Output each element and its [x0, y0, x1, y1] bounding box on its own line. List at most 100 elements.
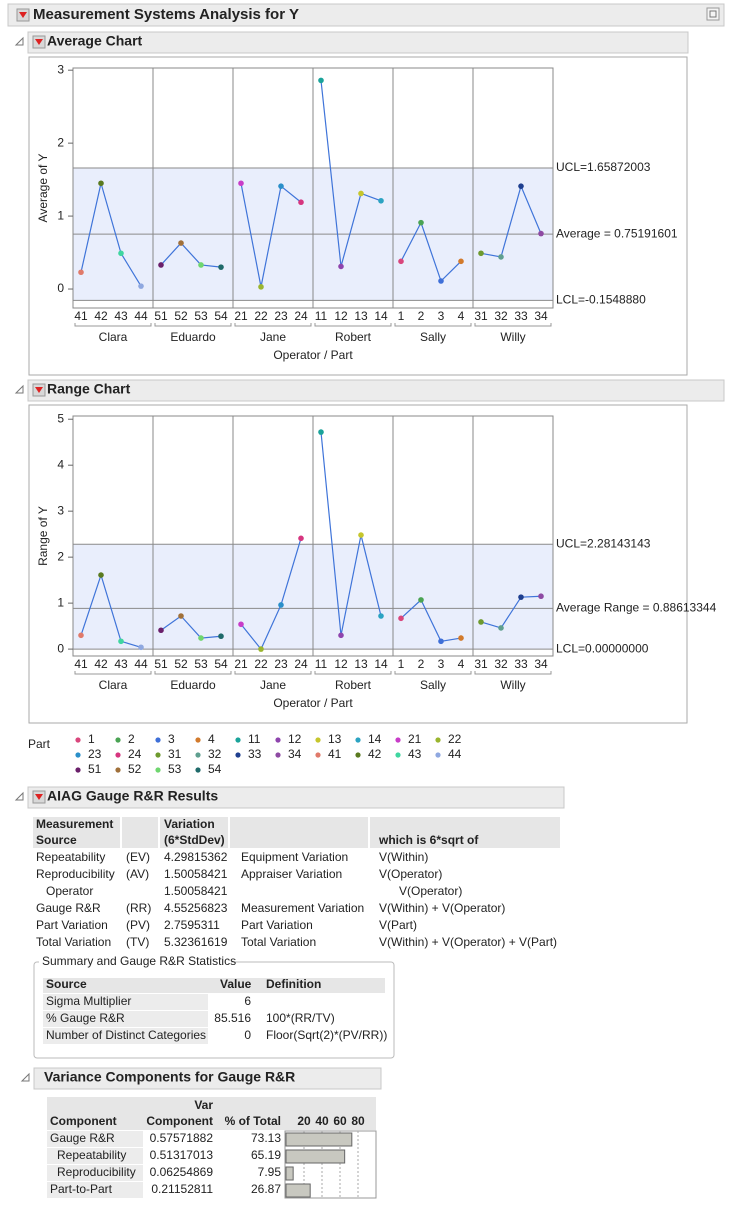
table-cell: V(Within)	[379, 850, 428, 864]
window-icon[interactable]	[706, 7, 720, 21]
x-tick-label: 20	[297, 1114, 311, 1128]
y-tick-label: 1	[57, 595, 64, 609]
disclosure-toggle[interactable]	[14, 384, 24, 394]
table-cell: V(Operator)	[399, 884, 462, 898]
column-header: Component	[146, 1114, 213, 1128]
data-point	[538, 593, 544, 600]
x-tick-label: 53	[194, 657, 208, 671]
data-point	[158, 262, 164, 268]
x-tick-label: 43	[114, 657, 128, 671]
column-header: Source	[36, 833, 77, 847]
group-bracket	[234, 323, 312, 327]
legend-marker	[235, 752, 241, 758]
data-point	[338, 263, 344, 270]
data-point	[278, 602, 284, 608]
limit-label: LCL=-0.1548880	[556, 293, 646, 307]
table-cell: 0.51317013	[150, 1148, 214, 1162]
group-bracket	[394, 323, 472, 327]
legend-label: 44	[448, 747, 462, 761]
x-tick-label: 24	[294, 309, 308, 323]
table-cell: Sigma Multiplier	[46, 994, 131, 1008]
legend-label: 34	[288, 747, 302, 761]
table-cell: (RR)	[126, 901, 151, 915]
table-cell: Measurement Variation	[241, 901, 364, 915]
legend-label: 41	[328, 747, 342, 761]
disclosure-toggle[interactable]	[14, 791, 24, 801]
legend-marker	[115, 767, 121, 773]
disclosure-toggle[interactable]	[20, 1072, 30, 1082]
table-cell: 1.50058421	[164, 884, 228, 898]
series-line	[480, 184, 542, 258]
disclosure-toggle[interactable]	[14, 36, 24, 46]
legend-label: 4	[208, 732, 215, 746]
data-point	[458, 258, 464, 265]
table-cell: Equipment Variation	[241, 850, 348, 864]
group-label: Jane	[260, 330, 286, 344]
legend-label: 22	[448, 732, 462, 746]
legend-label: 54	[208, 762, 222, 776]
x-tick-label: 34	[534, 309, 548, 323]
x-tick-label: 31	[474, 657, 488, 671]
x-tick-label: 42	[94, 657, 108, 671]
data-point	[258, 284, 264, 290]
table-cell: Gauge R&R	[36, 901, 101, 915]
data-point	[218, 633, 224, 640]
popup-button[interactable]	[16, 8, 30, 22]
limit-label: UCL=2.28143143	[556, 536, 651, 550]
legend-marker	[195, 752, 201, 758]
x-tick-label: 33	[514, 309, 528, 323]
y-axis-title: Average of Y	[36, 154, 50, 223]
x-tick-label: 12	[334, 657, 348, 671]
legend-title: Part	[28, 737, 51, 751]
table-cell: 7.95	[258, 1165, 282, 1179]
limit-label: Average Range = 0.88613344	[556, 601, 717, 615]
legend-marker	[355, 752, 361, 758]
data-point	[318, 429, 324, 435]
legend-label: 53	[168, 762, 182, 776]
legend-label: 12	[288, 732, 302, 746]
group-label: Willy	[500, 330, 525, 344]
x-tick-label: 42	[94, 309, 108, 323]
data-point	[218, 264, 224, 270]
section-header	[33, 1067, 382, 1090]
x-axis-title: Operator / Part	[273, 696, 353, 710]
legend-label: 31	[168, 747, 182, 761]
x-tick-label: 13	[354, 657, 368, 671]
y-tick-label: 4	[57, 457, 64, 471]
group-label: Sally	[420, 678, 446, 692]
legend-label: 11	[248, 732, 261, 746]
x-tick-label: 53	[194, 309, 208, 323]
data-point	[238, 621, 244, 628]
data-point	[358, 190, 364, 197]
x-tick-label: 43	[114, 309, 128, 323]
legend-marker	[195, 737, 201, 743]
column-header: Variation	[164, 817, 215, 831]
legend-marker	[315, 752, 321, 758]
data-point	[418, 219, 424, 226]
legend-marker	[75, 752, 81, 758]
x-tick-label: 52	[174, 657, 188, 671]
data-point	[98, 180, 104, 187]
x-tick-label: 1	[398, 309, 405, 323]
data-point	[438, 638, 444, 645]
legend-label: 51	[88, 762, 102, 776]
x-tick-label: 34	[534, 657, 548, 671]
x-tick-label: 60	[333, 1114, 347, 1128]
limit-label: UCL=1.65872003	[556, 160, 651, 174]
y-tick-label: 0	[57, 641, 64, 655]
column-header: Value	[220, 977, 252, 991]
table-cell: Total Variation	[36, 935, 111, 949]
table-cell: Operator	[46, 884, 93, 898]
data-point	[498, 254, 504, 260]
column-header: (6*StdDev)	[164, 833, 225, 847]
section-title: AIAG Gauge R&R Results	[47, 788, 218, 804]
table-cell: Appraiser Variation	[241, 867, 342, 881]
group-label: Clara	[99, 678, 128, 692]
legend-marker	[75, 737, 81, 743]
x-tick-label: 14	[374, 657, 388, 671]
main-title: Measurement Systems Analysis for Y	[33, 6, 299, 23]
row-label-bg	[43, 994, 208, 1010]
row-label-bg	[43, 1011, 208, 1027]
data-point	[398, 258, 404, 265]
data-point	[158, 627, 164, 634]
